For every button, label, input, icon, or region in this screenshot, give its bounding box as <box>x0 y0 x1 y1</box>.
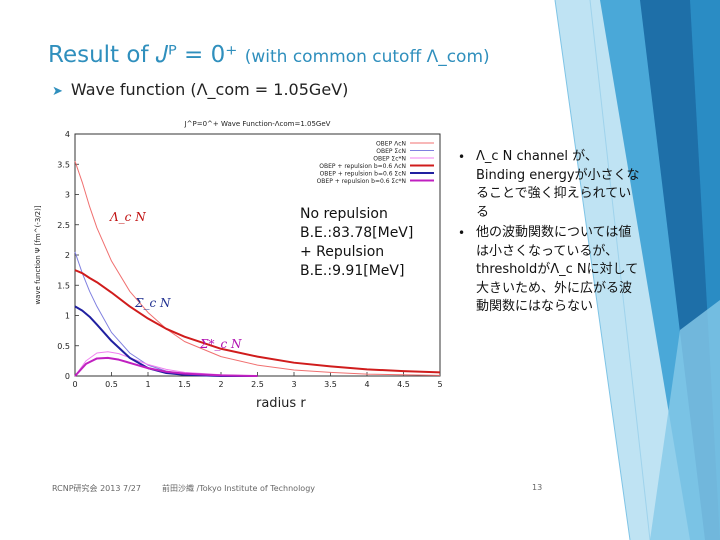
series-line <box>74 356 258 377</box>
x-tick-label: 0 <box>72 380 77 389</box>
x-tick-label: 0.5 <box>105 380 118 389</box>
note-text: 他の波動関数については値は小さくなっているが、thresholdがΛ_c Nに対… <box>476 225 639 314</box>
wave-function-chart: J^P=0^+ Wave Function-Λcom=1.05GeV 0 0.5 1 1… <box>30 108 450 408</box>
x-tick-label: 3.5 <box>324 380 337 389</box>
bullet-dot-icon: • <box>458 150 466 164</box>
page-number: 13 <box>532 483 543 492</box>
title-cutoff: (with common cutoff Λ_com) <box>244 47 490 67</box>
y-tick-label: 2 <box>65 251 70 260</box>
x-tick-label: 2.5 <box>251 380 264 389</box>
footer-center: 前田沙織 /Tokyo Institute of Technology <box>162 484 316 493</box>
plus-repulsion-label: + Repulsion <box>300 244 385 260</box>
binding-energy-2: B.E.:9.91[MeV] <box>300 263 405 279</box>
y-tick-label: 2.5 <box>57 221 70 230</box>
plot-frame <box>74 133 441 377</box>
x-tick-label: 1.5 <box>178 380 191 389</box>
footer-left: RCNP研究会 2013 7/27 <box>52 484 141 493</box>
series-line <box>74 269 441 374</box>
y-tick-label: 4 <box>65 130 70 139</box>
y-tick-label: 3.5 <box>57 160 70 169</box>
x-tick-label: 5 <box>437 380 442 389</box>
y-tick-label: 0 <box>65 372 70 381</box>
bullet-dot-icon: • <box>458 226 466 240</box>
binding-energy-box: No repulsion B.E.:83.78[MeV] + Repulsion… <box>300 205 413 281</box>
y-tick-label: 0.5 <box>57 342 70 351</box>
note-text: Λ_c N channel が、Binding energyが小さくなることで強… <box>476 149 640 220</box>
bullet-text: Wave function (Λ_com = 1.05GeV) <box>70 80 349 99</box>
arrow-bullet-icon: ➤ <box>52 84 63 99</box>
note-item: • Λ_c N channel が、Binding energyが小さくなること… <box>458 148 643 222</box>
legend-label: OBEP ΣcN <box>376 148 406 155</box>
notes-list: • Λ_c N channel が、Binding energyが小さくなること… <box>458 148 643 319</box>
note-item: • 他の波動関数については値は小さくなっているが、thresholdがΛ_c N… <box>458 224 643 317</box>
legend-label: OBEP Σc*N <box>373 156 406 163</box>
title-main: Result of 𝐽ᴾ = 0⁺ <box>48 42 238 68</box>
chart-title: J^P=0^+ Wave Function-Λcom=1.05GeV <box>184 120 331 128</box>
y-axis-label: wave function Ψ [fm^(-3/2)] <box>34 205 42 304</box>
bullet-wave-function: ➤ Wave function (Λ_com = 1.05GeV) <box>52 80 348 99</box>
y-tick-label: 3 <box>65 191 70 200</box>
annotation-lambda-n: Λ_c N <box>110 210 146 224</box>
annotation-sigma-star-n: Σ*_c N <box>200 337 242 351</box>
x-tick-label: 4 <box>364 380 369 389</box>
x-tick-label: 4.5 <box>397 380 410 389</box>
y-tick-label: 1 <box>65 312 70 321</box>
no-repulsion-label: No repulsion <box>300 206 388 222</box>
x-tick-label: 3 <box>291 380 296 389</box>
chart-svg: J^P=0^+ Wave Function-Λcom=1.05GeV 0 0.5 1 1… <box>34 120 443 389</box>
legend-label: OBEP + repulsion b=0.6 Σc*N <box>317 178 406 185</box>
x-tick-label: 1 <box>145 380 150 389</box>
legend-label: OBEP ΛcN <box>376 141 406 148</box>
x-tick-label: 2 <box>218 380 223 389</box>
binding-energy-1: B.E.:83.78[MeV] <box>300 225 414 241</box>
slide-title: Result of 𝐽ᴾ = 0⁺ (with common cutoff Λ_… <box>48 42 490 68</box>
annotation-sigma-n: Σ_c N <box>135 296 171 310</box>
series-line <box>74 305 258 377</box>
y-tick-label: 1.5 <box>57 281 70 290</box>
radius-axis-label: radius r <box>256 396 306 411</box>
legend-label: OBEP + repulsion b=0.6 ΛcN <box>319 163 406 170</box>
legend-label: OBEP + repulsion b=0.6 ΣcN <box>320 171 406 178</box>
